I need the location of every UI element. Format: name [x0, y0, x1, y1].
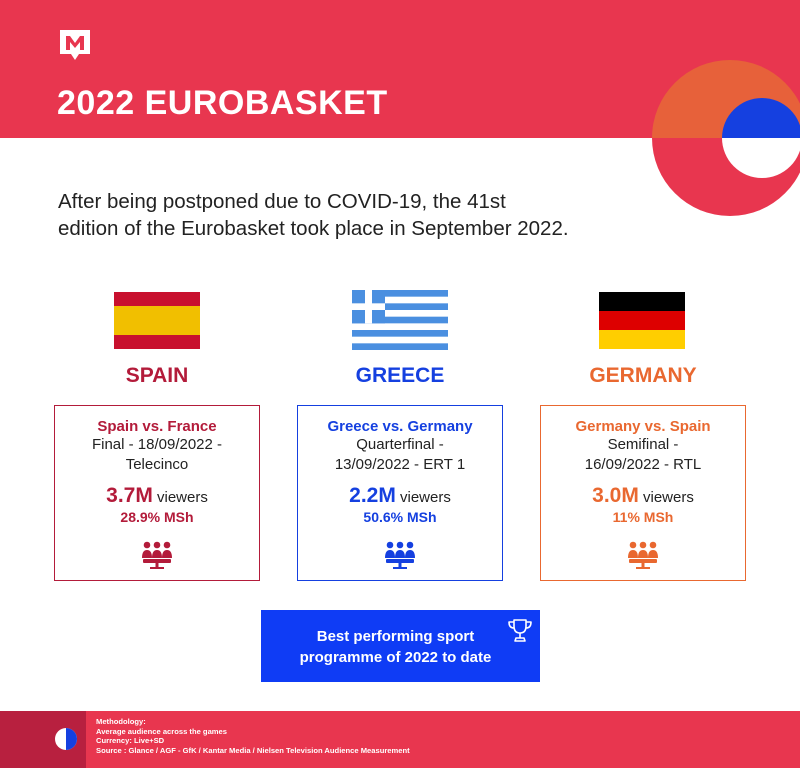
viewers-line: 2.2M viewers	[298, 484, 502, 508]
match-title: Spain vs. France	[97, 418, 217, 435]
intro-line-2: edition of the Eurobasket took place in …	[58, 217, 569, 240]
market-share: 28.9% MSh	[120, 509, 194, 525]
country-name-greece: GREECE	[355, 364, 445, 387]
methodology-heading: Methodology:	[96, 717, 146, 726]
match-title: Germany vs. Spain	[575, 418, 711, 435]
market-share: 11% MSh	[612, 509, 674, 525]
source-line: Source : Glance / AGF - GfK / Kantar Med…	[96, 745, 410, 755]
viewers-label: viewers	[643, 489, 694, 506]
viewers-value: 3.0M	[592, 484, 639, 507]
audience-icon	[142, 541, 172, 569]
viewers-label: viewers	[157, 489, 208, 506]
market-share: 50.6% MSh	[363, 509, 437, 525]
germany-flag-icon	[599, 292, 685, 349]
methodology-line: Average audience across the games	[96, 726, 227, 736]
viewers-value: 3.7M	[106, 484, 153, 507]
viewers-line: 3.0M viewers	[541, 484, 745, 508]
page-title: 2022 EUROBASKET	[57, 84, 388, 122]
footer-banner: Methodology: Average audience across the…	[0, 711, 800, 768]
country-name-spain: SPAIN	[125, 364, 189, 387]
match-detail-line-1: Semifinal -	[607, 436, 679, 453]
best-line-2: programme of 2022 to date	[299, 649, 492, 666]
header-banner: 2022 EUROBASKET	[0, 0, 800, 138]
match-detail-line-2: 16/09/2022 - RTL	[584, 456, 702, 473]
trophy-icon	[508, 619, 532, 642]
match-detail-line-1: Final - 18/09/2022 -	[91, 436, 223, 453]
match-card-spain: Spain vs. France Final - 18/09/2022 - Te…	[54, 405, 260, 581]
match-detail-line-2: 13/09/2022 - ERT 1	[334, 456, 466, 473]
m-logo-icon	[60, 30, 90, 60]
match-detail-line-1: Quarterfinal -	[356, 436, 444, 453]
half-circle-logo-icon	[55, 728, 77, 750]
spain-flag-icon	[114, 292, 200, 349]
match-card-germany: Germany vs. Spain Semifinal - 16/09/2022…	[540, 405, 746, 581]
intro-line-1: After being postponed due to COVID-19, t…	[58, 190, 506, 213]
best-performing-banner: Best performing sport programme of 2022 …	[261, 610, 540, 682]
country-name-germany: GERMANY	[589, 364, 697, 387]
methodology-text: Methodology: Average audience across the…	[96, 717, 410, 755]
greece-flag-icon	[352, 290, 448, 350]
viewers-label: viewers	[400, 489, 451, 506]
match-detail-line-2: Telecinco	[125, 456, 189, 473]
intro-text: After being postponed due to COVID-19, t…	[58, 188, 678, 242]
match-title: Greece vs. Germany	[327, 418, 473, 435]
viewers-value: 2.2M	[349, 484, 396, 507]
viewers-line: 3.7M viewers	[55, 484, 259, 508]
match-card-greece: Greece vs. Germany Quarterfinal - 13/09/…	[297, 405, 503, 581]
audience-icon	[385, 541, 415, 569]
currency-line: Currency: Live+SD	[96, 736, 165, 746]
audience-icon	[628, 541, 658, 569]
best-line-1: Best performing sport	[316, 628, 475, 645]
